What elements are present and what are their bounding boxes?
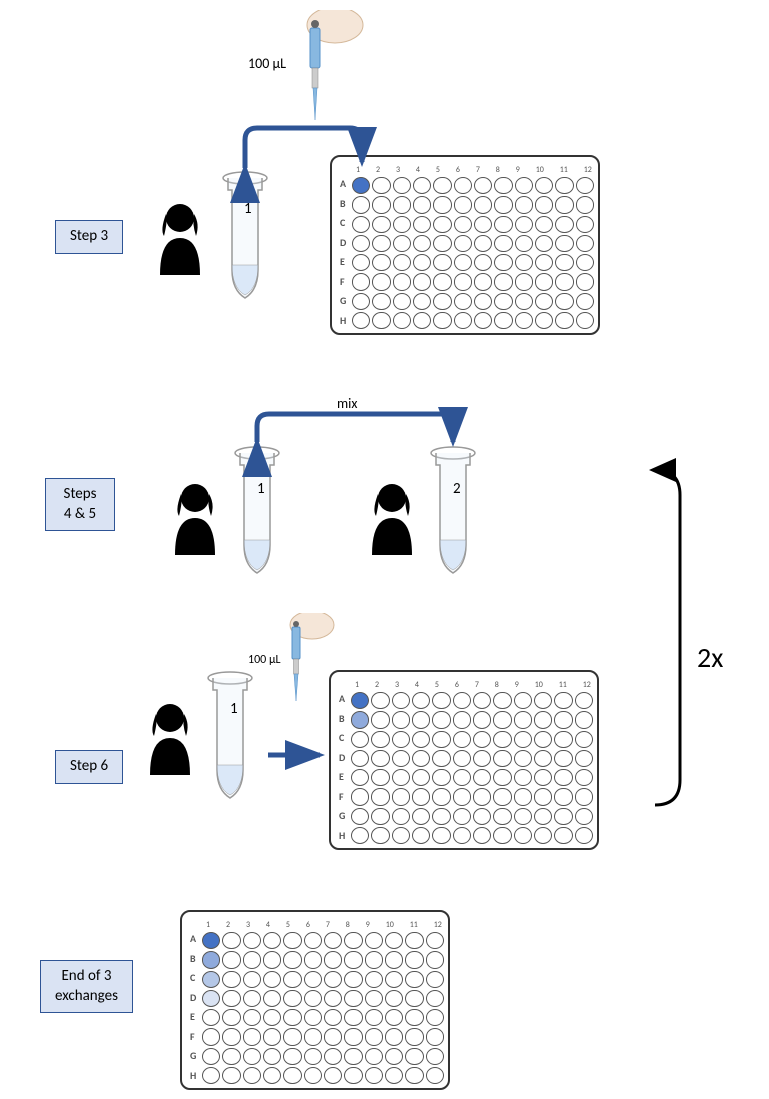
step3-text: Step 3 [70, 227, 108, 245]
steps45-line2: 4 & 5 [64, 505, 96, 523]
plate-row-headers: ABCDEFGH [190, 932, 196, 1082]
well-plate: 123456789101112 ABCDEFGH [180, 910, 450, 1090]
well-plate: 123456789101112 ABCDEFGH [329, 670, 599, 850]
tube-number: 1 [230, 700, 238, 718]
well-plate: 123456789101112 ABCDEFGH [330, 155, 600, 335]
person-icon [362, 480, 422, 555]
pipette-icon [280, 10, 370, 130]
plate-wells [202, 932, 444, 1084]
tube-number: 2 [453, 480, 461, 498]
tube-icon [205, 670, 255, 800]
person-icon [150, 200, 210, 275]
pipette-volume-label: 100 μL [248, 55, 286, 72]
pipette-volume-label: 100 μL [248, 653, 281, 667]
end-label: End of 3 exchanges [40, 960, 133, 1013]
plate-col-headers: 123456789101112 [206, 920, 442, 930]
person-icon [165, 480, 225, 555]
plate-row-headers: ABCDEFGH [340, 177, 346, 327]
end-line2: exchanges [55, 987, 118, 1005]
plate-row-headers: ABCDEFGH [339, 692, 345, 842]
tube-icon [428, 445, 478, 575]
end-line1: End of 3 [61, 967, 111, 985]
tube-number: 1 [257, 480, 265, 498]
tube-icon [220, 170, 270, 300]
mix-label: mix [337, 395, 357, 412]
plate-wells [351, 692, 593, 844]
plate-col-headers: 123456789101112 [356, 165, 592, 175]
tube-number: 1 [244, 200, 252, 218]
loop-count-label: 2x [697, 640, 723, 675]
steps45-line1: Steps [64, 485, 97, 503]
steps45-label: Steps 4 & 5 [45, 478, 115, 531]
plate-col-headers: 123456789101112 [355, 680, 591, 690]
person-icon [140, 700, 200, 775]
step6-text: Step 6 [70, 757, 108, 775]
step3-label: Step 3 [55, 220, 123, 254]
tube-icon [232, 445, 282, 575]
step6-label: Step 6 [55, 750, 123, 784]
plate-wells [352, 177, 594, 329]
